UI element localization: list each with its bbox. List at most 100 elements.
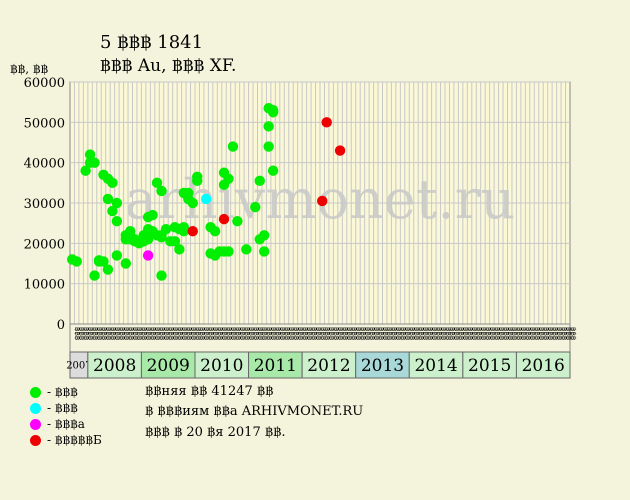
- month-label: ฿฿฿: [113, 327, 121, 340]
- data-point: [102, 264, 114, 275]
- month-label: ฿฿฿: [377, 327, 385, 340]
- data-point: [178, 226, 190, 237]
- month-label: ฿฿฿: [395, 327, 403, 340]
- month-label: ฿฿฿: [283, 327, 291, 340]
- data-point: [169, 236, 181, 247]
- month-label: ฿฿฿: [533, 327, 541, 340]
- data-point: [120, 258, 132, 269]
- data-point: [254, 175, 265, 187]
- y-tick-label: 30000: [24, 197, 65, 212]
- data-point: [258, 230, 270, 241]
- month-label: ฿฿฿: [194, 327, 202, 340]
- month-label: ฿฿฿: [515, 327, 523, 340]
- month-label: ฿฿฿: [301, 327, 309, 340]
- month-label: ฿฿฿: [551, 327, 559, 340]
- month-label: ฿฿฿: [332, 327, 340, 340]
- month-label: ฿฿฿: [149, 327, 157, 340]
- data-point: [174, 244, 185, 255]
- month-label: ฿฿฿: [109, 327, 117, 340]
- month-label: ฿฿฿: [198, 327, 206, 340]
- data-point: [187, 226, 198, 237]
- source-note: ฿ ฿฿฿иям ฿฿a ARHIVMONET.RU: [145, 404, 364, 419]
- data-point: [218, 213, 230, 225]
- data-point: [89, 157, 100, 168]
- month-label: ฿฿฿: [221, 327, 229, 340]
- month-label: ฿฿฿: [207, 327, 215, 340]
- month-label: ฿฿฿: [435, 327, 443, 340]
- month-label: ฿฿฿: [488, 327, 496, 340]
- month-axis: ฿฿฿฿฿฿฿฿฿฿฿฿฿฿฿฿฿฿฿฿฿฿฿฿฿฿฿฿฿฿฿฿฿฿฿฿฿฿฿฿…: [69, 323, 577, 353]
- year-cell: [515, 351, 571, 379]
- month-label: ฿฿฿: [430, 327, 438, 340]
- data-point: [142, 234, 154, 245]
- month-label: ฿฿฿: [91, 327, 99, 340]
- month-label: ฿฿฿: [560, 327, 568, 340]
- month-label: ฿฿฿: [319, 327, 327, 340]
- data-point: [223, 173, 234, 184]
- month-label: ฿฿฿: [216, 327, 224, 340]
- month-label: ฿฿฿: [212, 327, 220, 340]
- month-label: ฿฿฿: [323, 327, 331, 340]
- legend-label: - ฿฿฿: [47, 385, 78, 399]
- month-label: ฿฿฿: [466, 327, 474, 340]
- month-label: ฿฿฿: [328, 327, 336, 340]
- year-label: 2014: [414, 356, 457, 376]
- month-label: ฿฿฿: [252, 327, 260, 340]
- month-label: ฿฿฿: [564, 327, 572, 340]
- month-label: ฿฿฿: [136, 327, 144, 340]
- month-label: ฿฿฿: [457, 327, 465, 340]
- month-label: ฿฿฿: [520, 327, 528, 340]
- month-label: ฿฿฿: [386, 327, 394, 340]
- year-label: 2015: [468, 356, 511, 376]
- year-label: 2016: [522, 356, 565, 376]
- data-point: [192, 175, 203, 187]
- month-label: ฿฿฿: [279, 327, 287, 340]
- data-point: [111, 215, 123, 227]
- month-label: ฿฿฿: [448, 327, 456, 340]
- month-label: ฿฿฿: [225, 327, 233, 340]
- month-label: ฿฿฿: [524, 327, 532, 340]
- month-label: ฿฿฿: [555, 327, 563, 340]
- month-strip: [69, 323, 571, 353]
- data-point: [334, 145, 346, 156]
- month-label: ฿฿฿: [265, 327, 273, 340]
- month-label: ฿฿฿: [131, 327, 139, 340]
- month-label: ฿฿฿: [569, 327, 577, 340]
- month-label: ฿฿฿: [538, 327, 546, 340]
- month-label: ฿฿฿: [158, 327, 166, 340]
- month-label: ฿฿฿: [471, 327, 479, 340]
- month-label: ฿฿฿: [413, 327, 421, 340]
- month-label: ฿฿฿: [234, 327, 242, 340]
- data-point: [250, 201, 261, 213]
- month-label: ฿฿฿: [189, 327, 197, 340]
- data-point: [200, 193, 212, 205]
- month-label: ฿฿฿: [163, 327, 171, 340]
- year-label: 2007: [66, 361, 91, 372]
- legend-swatch: [30, 434, 41, 446]
- month-label: ฿฿฿: [296, 327, 304, 340]
- month-label: ฿฿฿: [82, 327, 90, 340]
- month-label: ฿฿฿: [145, 327, 153, 340]
- month-label: ฿฿฿: [529, 327, 537, 340]
- month-label: ฿฿฿: [176, 327, 184, 340]
- month-label: ฿฿฿: [453, 327, 461, 340]
- legend-label: - ฿฿฿a: [47, 417, 85, 431]
- month-label: ฿฿฿: [372, 327, 380, 340]
- data-point: [321, 117, 332, 128]
- data-point: [317, 195, 328, 207]
- month-label: ฿฿฿: [417, 327, 425, 340]
- month-label: ฿฿฿: [462, 327, 470, 340]
- data-point: [84, 149, 96, 160]
- month-label: ฿฿฿: [292, 327, 300, 340]
- month-label: ฿฿฿: [256, 327, 264, 340]
- month-label: ฿฿฿: [270, 327, 278, 340]
- month-label: ฿฿฿: [506, 327, 514, 340]
- data-point: [241, 244, 252, 255]
- month-label: ฿฿฿: [314, 327, 322, 340]
- data-point: [107, 205, 118, 217]
- y-tick-label: 0: [57, 318, 65, 333]
- chart-subtitle: ฿฿฿ Au, ฿฿฿ XF.: [100, 56, 237, 76]
- month-label: ฿฿฿: [154, 327, 162, 340]
- data-point: [227, 141, 239, 152]
- month-label: ฿฿฿: [479, 327, 487, 340]
